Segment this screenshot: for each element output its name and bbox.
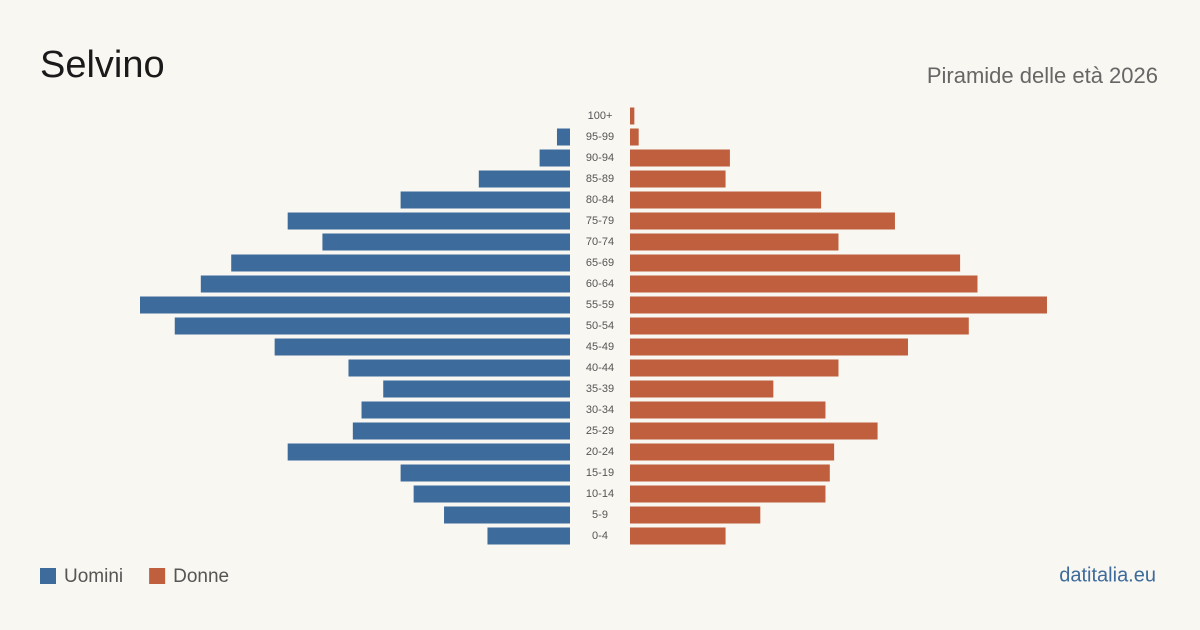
bar xyxy=(630,317,969,335)
bar xyxy=(630,296,1047,314)
legend-label: Uomini xyxy=(64,566,123,587)
bar xyxy=(400,191,570,209)
bar xyxy=(287,212,570,230)
bar xyxy=(413,485,570,503)
category-label: 85-89 xyxy=(586,173,614,185)
bar xyxy=(231,254,570,272)
legend-swatch xyxy=(149,568,166,584)
category-label: 45-49 xyxy=(586,341,614,353)
bar xyxy=(200,275,570,293)
category-label: 55-59 xyxy=(586,299,614,311)
bar xyxy=(630,254,961,272)
bar xyxy=(630,464,830,482)
bar xyxy=(630,359,839,377)
bar xyxy=(556,128,570,146)
source-link[interactable]: datitalia.eu xyxy=(1059,564,1156,586)
category-label: 20-24 xyxy=(586,446,614,458)
bar xyxy=(630,338,908,356)
bar xyxy=(352,422,570,440)
bar xyxy=(630,401,826,419)
category-label: 65-69 xyxy=(586,257,614,269)
bar xyxy=(322,233,570,251)
bar xyxy=(287,443,570,461)
bar xyxy=(630,422,878,440)
bar xyxy=(630,191,822,209)
bar xyxy=(539,149,570,167)
bar xyxy=(274,338,570,356)
bar xyxy=(348,359,570,377)
bar xyxy=(630,443,835,461)
bar xyxy=(630,149,730,167)
bar xyxy=(630,275,978,293)
legend-swatch xyxy=(40,568,56,584)
legend-label: Donne xyxy=(173,566,229,587)
bar xyxy=(400,464,570,482)
category-label: 15-19 xyxy=(586,467,614,479)
bar xyxy=(630,506,761,524)
category-label: 10-14 xyxy=(586,488,614,500)
bar xyxy=(630,233,839,251)
bar xyxy=(174,317,570,335)
bar xyxy=(140,296,570,314)
bar xyxy=(630,212,895,230)
category-label: 75-79 xyxy=(586,215,614,227)
bar xyxy=(630,380,774,398)
category-label: 50-54 xyxy=(586,320,614,332)
bar xyxy=(444,506,570,524)
bar xyxy=(630,527,726,545)
category-label: 100+ xyxy=(588,110,613,122)
category-label: 40-44 xyxy=(586,362,614,374)
bar xyxy=(630,170,726,188)
category-label: 60-64 xyxy=(586,278,614,290)
bar xyxy=(630,128,639,146)
bar xyxy=(630,485,826,503)
category-label: 30-34 xyxy=(586,404,614,416)
category-label: 25-29 xyxy=(586,425,614,437)
category-label: 70-74 xyxy=(586,236,614,248)
bar xyxy=(361,401,570,419)
category-label: 80-84 xyxy=(586,194,614,206)
category-label: 5-9 xyxy=(592,509,608,521)
category-label: 35-39 xyxy=(586,383,614,395)
bar xyxy=(383,380,570,398)
category-label: 0-4 xyxy=(592,530,608,542)
bar xyxy=(487,527,570,545)
bar xyxy=(630,107,635,125)
bar xyxy=(478,170,570,188)
chart-subtitle: Piramide delle età 2026 xyxy=(927,63,1158,88)
category-label: 95-99 xyxy=(586,131,614,143)
category-label: 90-94 xyxy=(586,152,614,164)
chart-title: Selvino xyxy=(40,44,165,86)
